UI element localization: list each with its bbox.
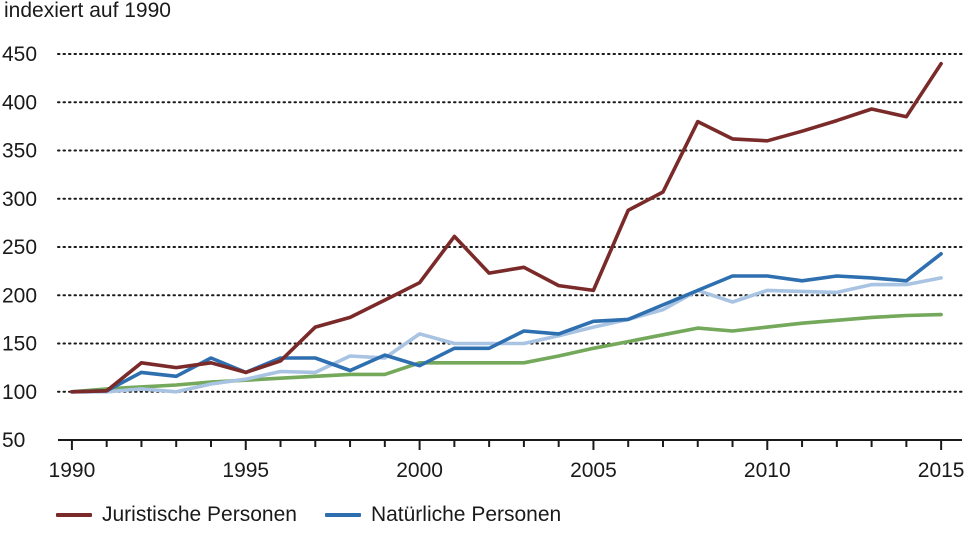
y-tick-label: 400: [2, 91, 37, 114]
y-tick-label: 350: [2, 140, 37, 163]
legend-swatch-juristische: [56, 513, 92, 517]
gridlines: [57, 53, 963, 393]
series-line-bip-nominal: [70, 276, 943, 394]
chart-subtitle: indexiert auf 1990: [4, 0, 171, 22]
legend-label-natuerliche: Natürliche Personen: [370, 503, 562, 526]
legend-item-natuerliche: Natürliche Personen: [324, 503, 562, 527]
legend-item-juristische: Juristische Personen: [56, 503, 297, 527]
x-tick-label: 1990: [49, 459, 96, 482]
x-tick-label: 2000: [396, 459, 443, 482]
legend-swatch-natuerliche: [324, 513, 361, 517]
x-tick-label: 2010: [744, 459, 791, 482]
legend: Juristische Personen Natürliche Personen: [56, 503, 589, 527]
series-line-einkommen: [70, 312, 943, 394]
y-tick-label: 250: [2, 236, 37, 259]
x-tick-label: 2005: [570, 459, 617, 482]
series-line-nat-rliche-personen: [70, 252, 943, 394]
x-tick-label: 2015: [918, 459, 964, 482]
y-tick-label: 50: [2, 429, 25, 452]
axes: 50 100 150 200 250 300 350 400 450 1990 1995 2000 20…: [2, 43, 964, 482]
series-line-juristische-personen: [70, 61, 943, 394]
x-tick-label: 1995: [222, 459, 269, 482]
series-lines: [70, 61, 943, 394]
y-tick-label: 450: [2, 43, 37, 66]
y-tick-label: 300: [2, 188, 37, 211]
y-tick-label: 200: [2, 284, 37, 307]
legend-label-juristische: Juristische Personen: [102, 503, 297, 526]
y-tick-label: 100: [2, 381, 37, 404]
y-tick-label: 150: [2, 333, 37, 356]
